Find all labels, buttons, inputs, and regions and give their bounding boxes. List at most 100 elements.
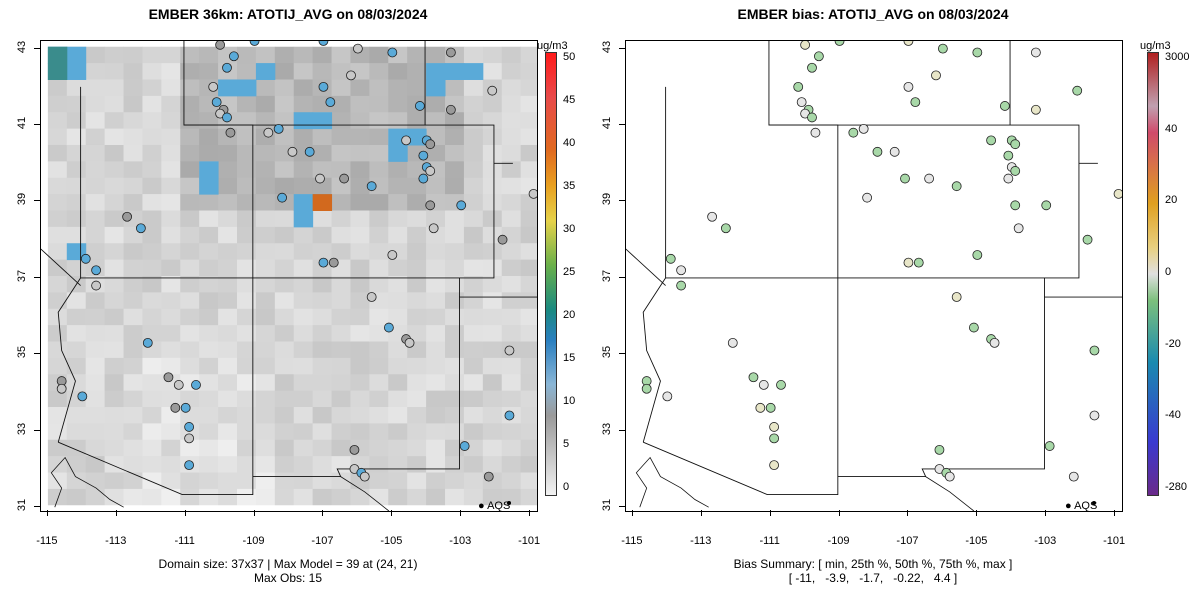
heatmap-cell: [85, 144, 106, 162]
heatmap-cell: [369, 390, 389, 408]
heatmap-cell: [407, 456, 427, 474]
heatmap-cell: [255, 95, 276, 113]
aqs-site-marker: [810, 127, 821, 138]
heatmap-cell: [236, 472, 257, 490]
heatmap-cell: [142, 194, 162, 211]
x-tick-label: -111: [174, 535, 195, 547]
aqs-site-marker: [77, 391, 88, 402]
colorbar-tick-label: 3000: [1165, 51, 1190, 63]
heatmap-cell: [218, 161, 238, 179]
heatmap-cell: [407, 390, 427, 408]
aqs-site-marker: [1010, 166, 1021, 176]
heatmap-cell: [331, 423, 351, 441]
heatmap-cell: [501, 177, 522, 195]
heatmap-cell: [463, 46, 484, 64]
aqs-site-marker: [1030, 104, 1041, 115]
heatmap-cell: [293, 439, 314, 457]
aqs-site-marker: [931, 70, 941, 81]
heatmap-cell: [501, 112, 522, 130]
aqs-site-marker: [456, 200, 467, 211]
aqs-site-marker: [1041, 200, 1052, 211]
y-tick-mark: [34, 124, 40, 126]
aqs-site-marker: [1072, 85, 1083, 96]
heatmap-cell: [426, 341, 446, 359]
heatmap-cell: [161, 46, 181, 64]
heatmap-cell: [66, 308, 87, 326]
heatmap-cell: [482, 46, 503, 64]
heatmap-cell: [274, 357, 295, 375]
heatmap-cell: [501, 79, 522, 97]
aqs-site-marker: [807, 112, 817, 123]
heatmap-cell: [350, 194, 370, 211]
heatmap-cell: [85, 161, 106, 179]
y-tick-label: 37: [601, 269, 613, 283]
heatmap-cell: [520, 292, 537, 310]
heatmap-cell: [180, 128, 200, 146]
aqs-site-marker: [727, 337, 738, 348]
heatmap-cell: [369, 194, 389, 211]
heatmap-cell: [501, 357, 522, 375]
aqs-site-marker: [944, 471, 955, 482]
aqs-site-marker: [641, 383, 652, 394]
heatmap-cell: [161, 472, 181, 490]
heatmap-cell: [369, 423, 389, 441]
heatmap-cell: [463, 226, 484, 244]
heatmap-cell: [85, 243, 106, 261]
heatmap-cell: [445, 488, 465, 506]
y-tick-mark: [619, 429, 625, 431]
heatmap-cell: [180, 325, 200, 343]
y-tick-mark: [619, 124, 625, 126]
heatmap-cell: [407, 79, 427, 97]
x-tick-mark: [907, 510, 909, 516]
heatmap-cell: [501, 259, 522, 277]
heatmap-cell: [445, 423, 465, 441]
heatmap-cell: [445, 128, 465, 146]
heatmap-cell: [123, 243, 143, 261]
heatmap-cell: [104, 488, 125, 506]
aqs-site-marker: [184, 422, 195, 432]
heatmap-cell: [331, 46, 351, 64]
aqs-site-marker: [222, 62, 232, 73]
heatmap-cell: [274, 456, 295, 474]
aqs-site-marker: [328, 257, 339, 268]
heatmap-cell: [66, 79, 87, 97]
heatmap-cell: [445, 456, 465, 474]
heatmap-cell: [236, 194, 257, 211]
aqs-site-marker: [968, 322, 979, 333]
heatmap-cell: [66, 357, 87, 375]
left-aqs-label: AQS: [487, 500, 511, 512]
colorbar-tick-label: -280: [1165, 481, 1188, 493]
heatmap-cell: [142, 423, 162, 441]
heatmap-cell: [66, 407, 87, 424]
heatmap-cell: [501, 144, 522, 162]
heatmap-cell: [463, 407, 484, 424]
aqs-site-marker: [425, 166, 436, 176]
aqs-site-marker: [56, 383, 67, 394]
heatmap-cell: [388, 439, 408, 457]
heatmap-cell: [501, 325, 522, 343]
heatmap-cell: [66, 374, 87, 392]
heatmap-cell: [161, 210, 181, 228]
heatmap-cell: [331, 243, 351, 261]
heatmap-cell: [123, 95, 143, 113]
heatmap-cell: [407, 472, 427, 490]
heatmap-cell: [180, 308, 200, 326]
heatmap-cell: [218, 390, 238, 408]
heatmap-cell: [123, 423, 143, 441]
heatmap-cell: [388, 259, 408, 277]
heatmap-cell: [293, 259, 314, 277]
heatmap-cell: [104, 243, 125, 261]
y-tick-mark: [619, 506, 625, 508]
heatmap-cell: [482, 374, 503, 392]
x-tick-label: -101: [1103, 535, 1126, 547]
heatmap-cell: [293, 226, 314, 244]
heatmap-cell: [501, 128, 522, 146]
colorbar-tick-label: -40: [1165, 409, 1181, 422]
heatmap-cell: [482, 292, 503, 310]
heatmap-cell: [312, 456, 333, 474]
heatmap-cell: [520, 112, 537, 130]
heatmap-cell: [199, 308, 219, 326]
aqs-site-marker: [903, 257, 914, 268]
aqs-site-marker: [180, 402, 191, 413]
heatmap-cell: [407, 308, 427, 326]
